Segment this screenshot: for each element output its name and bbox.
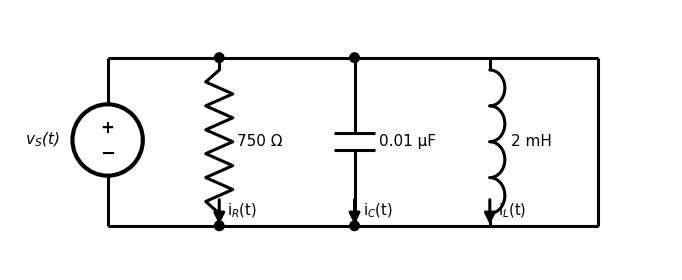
Circle shape: [215, 221, 224, 230]
Circle shape: [350, 221, 359, 230]
Text: v$_S$(t): v$_S$(t): [25, 131, 59, 149]
Text: +: +: [101, 119, 115, 137]
Text: i$_L$(t): i$_L$(t): [498, 202, 526, 220]
Circle shape: [350, 53, 359, 62]
Text: i$_R$(t): i$_R$(t): [227, 202, 257, 220]
Text: i$_C$(t): i$_C$(t): [363, 202, 392, 220]
Text: −: −: [100, 145, 115, 163]
Text: 2 mH: 2 mH: [512, 134, 552, 149]
Text: 0.01 μF: 0.01 μF: [379, 134, 436, 149]
Circle shape: [215, 53, 224, 62]
Text: 750 Ω: 750 Ω: [237, 134, 282, 149]
